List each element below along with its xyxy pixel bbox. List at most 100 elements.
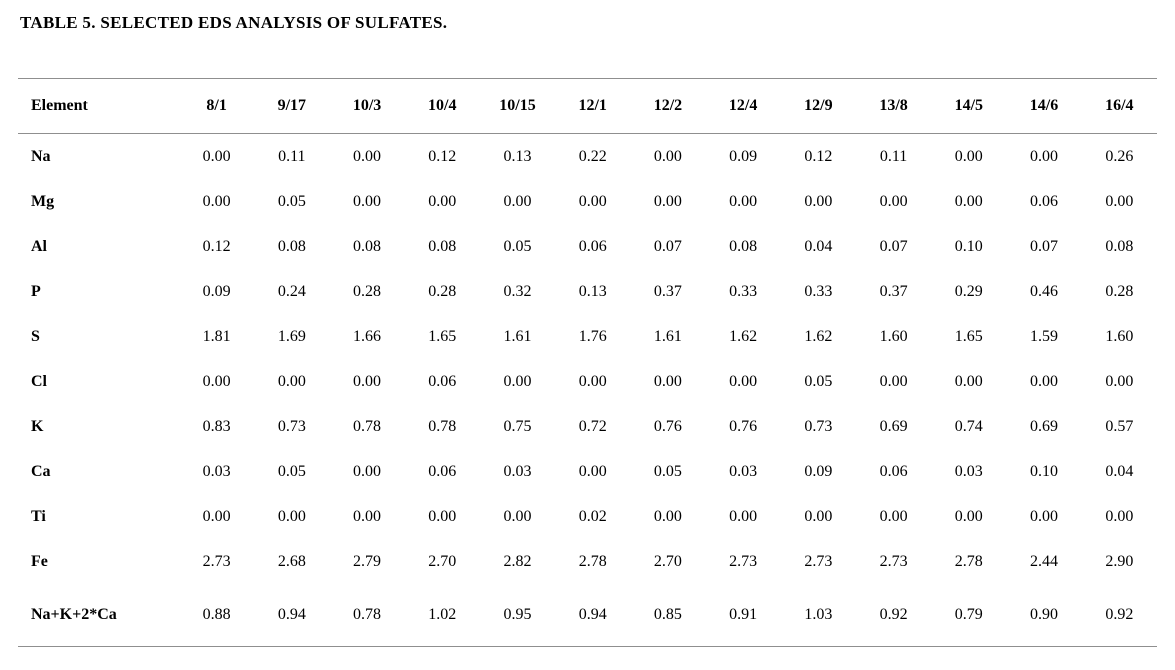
value-cell: 0.26	[1105, 147, 1134, 165]
value-cell: 0.00	[277, 372, 306, 390]
value-cell: 1.61	[653, 327, 682, 345]
element-label-cell: Na+K+2*Ca	[18, 584, 179, 647]
value-cell: 0.05	[804, 372, 833, 390]
value-cell: 0.00	[653, 507, 682, 525]
value-cell: 0.00	[729, 372, 758, 390]
value-cell: 0.13	[503, 147, 532, 165]
value-cell: 0.00	[578, 462, 607, 480]
header-cell-sample-10-3: 10/3	[329, 78, 405, 134]
value-cell: 0.00	[277, 507, 306, 525]
value-cell: 0.00	[353, 507, 382, 525]
value-cell: 0.06	[1030, 192, 1059, 210]
header-cell-sample-12-2: 12/2	[630, 78, 706, 134]
value-cell: 0.78	[428, 417, 457, 435]
value-cell: 0.10	[954, 237, 983, 255]
value-cell: 0.33	[804, 282, 833, 300]
value-cell: 0.90	[1006, 584, 1082, 647]
value-cell: 0.00	[879, 372, 908, 390]
value-cell: 0.09	[804, 462, 833, 480]
table-row-s: S 1.81 1.69 1.66 1.65 1.61 1.76 1.61 1.62 1.62 1.6…	[18, 314, 1157, 359]
value-cell: 0.00	[954, 147, 983, 165]
value-cell: 0.28	[353, 282, 382, 300]
value-cell: 0.09	[202, 282, 231, 300]
value-cell: 1.59	[1030, 327, 1059, 345]
value-cell: 0.00	[1105, 372, 1134, 390]
value-cell: 0.94	[254, 584, 330, 647]
table-row-ti: Ti 0.00 0.00 0.00 0.00 0.00 0.02 0.00 0.00 0.00 0.…	[18, 494, 1157, 539]
value-cell: 0.00	[428, 507, 457, 525]
table-row-na: Na 0.00 0.11 0.00 0.12 0.13 0.22 0.00 0.09 0.12 0.…	[18, 134, 1157, 180]
value-cell: 0.32	[503, 282, 532, 300]
value-cell: 0.00	[578, 192, 607, 210]
value-cell: 2.68	[277, 552, 306, 570]
value-cell: 0.00	[879, 507, 908, 525]
value-cell: 0.74	[954, 417, 983, 435]
table-row-p: P 0.09 0.24 0.28 0.28 0.32 0.13 0.37 0.33 0.33 0.3…	[18, 269, 1157, 314]
element-label-cell: P	[31, 282, 41, 300]
value-cell: 0.00	[428, 192, 457, 210]
header-cell-sample-8-1: 8/1	[179, 78, 255, 134]
eds-table-body: Na 0.00 0.11 0.00 0.12 0.13 0.22 0.00 0.09 0.12 0.…	[18, 134, 1157, 647]
value-cell: 0.03	[503, 462, 532, 480]
value-cell: 0.37	[879, 282, 908, 300]
header-cell-sample-12-9: 12/9	[780, 78, 856, 134]
table-row-na-k-2-ca: Na+K+2*Ca 0.88 0.94 0.78 1.02 0.95 0.94 0.85 0.9…	[18, 584, 1157, 647]
element-label-cell: K	[31, 417, 44, 435]
value-cell: 0.00	[353, 462, 382, 480]
table-row-cl: Cl 0.00 0.00 0.00 0.06 0.00 0.00 0.00 0.00 0.05 0.…	[18, 359, 1157, 404]
value-cell: 0.24	[277, 282, 306, 300]
value-cell: 0.00	[202, 147, 231, 165]
value-cell: 0.72	[578, 417, 607, 435]
value-cell: 2.82	[503, 552, 532, 570]
value-cell: 0.03	[202, 462, 231, 480]
value-cell: 0.02	[578, 507, 607, 525]
value-cell: 1.02	[404, 584, 480, 647]
table-row-al: Al 0.12 0.08 0.08 0.08 0.05 0.06 0.07 0.08 0.04 0.…	[18, 224, 1157, 269]
header-cell-sample-10-15: 10/15	[479, 78, 556, 134]
value-cell: 0.76	[729, 417, 758, 435]
value-cell: 0.05	[503, 237, 532, 255]
value-cell: 0.00	[729, 507, 758, 525]
value-cell: 0.06	[428, 462, 457, 480]
eds-analysis-table: Element 8/1 9/17 10/3 10/4 10/15 12/1 12/2 12/4 1…	[18, 78, 1157, 647]
element-label-cell: Fe	[31, 552, 48, 570]
value-cell: 0.91	[705, 584, 781, 647]
value-cell: 0.06	[428, 372, 457, 390]
value-cell: 1.76	[578, 327, 607, 345]
value-cell: 1.62	[804, 327, 833, 345]
value-cell: 0.08	[729, 237, 758, 255]
value-cell: 1.62	[729, 327, 758, 345]
value-cell: 0.85	[630, 584, 706, 647]
value-cell: 0.00	[729, 192, 758, 210]
header-cell-sample-12-4: 12/4	[705, 78, 781, 134]
value-cell: 0.12	[804, 147, 833, 165]
value-cell: 0.11	[278, 147, 306, 165]
header-cell-sample-10-4: 10/4	[404, 78, 480, 134]
value-cell: 0.92	[1081, 584, 1157, 647]
eds-table-head: Element 8/1 9/17 10/3 10/4 10/15 12/1 12/2 12/4 1…	[18, 78, 1157, 134]
element-label-cell: Ti	[31, 507, 46, 525]
value-cell: 0.83	[202, 417, 231, 435]
value-cell: 2.73	[729, 552, 758, 570]
value-cell: 0.00	[954, 507, 983, 525]
value-cell: 0.28	[428, 282, 457, 300]
value-cell: 0.00	[353, 147, 382, 165]
value-cell: 0.22	[578, 147, 607, 165]
value-cell: 0.00	[202, 507, 231, 525]
value-cell: 0.95	[479, 584, 556, 647]
value-cell: 0.12	[428, 147, 457, 165]
value-cell: 2.73	[202, 552, 231, 570]
value-cell: 0.37	[653, 282, 682, 300]
value-cell: 2.73	[879, 552, 908, 570]
value-cell: 0.57	[1105, 417, 1134, 435]
value-cell: 1.65	[428, 327, 457, 345]
value-cell: 0.03	[729, 462, 758, 480]
value-cell: 1.66	[353, 327, 382, 345]
value-cell: 0.92	[855, 584, 932, 647]
value-cell: 1.65	[954, 327, 983, 345]
value-cell: 2.70	[653, 552, 682, 570]
element-label-cell: Cl	[31, 372, 47, 390]
value-cell: 0.76	[653, 417, 682, 435]
table-row-k: K 0.83 0.73 0.78 0.78 0.75 0.72 0.76 0.76 0.73 0.6…	[18, 404, 1157, 449]
value-cell: 0.28	[1105, 282, 1134, 300]
